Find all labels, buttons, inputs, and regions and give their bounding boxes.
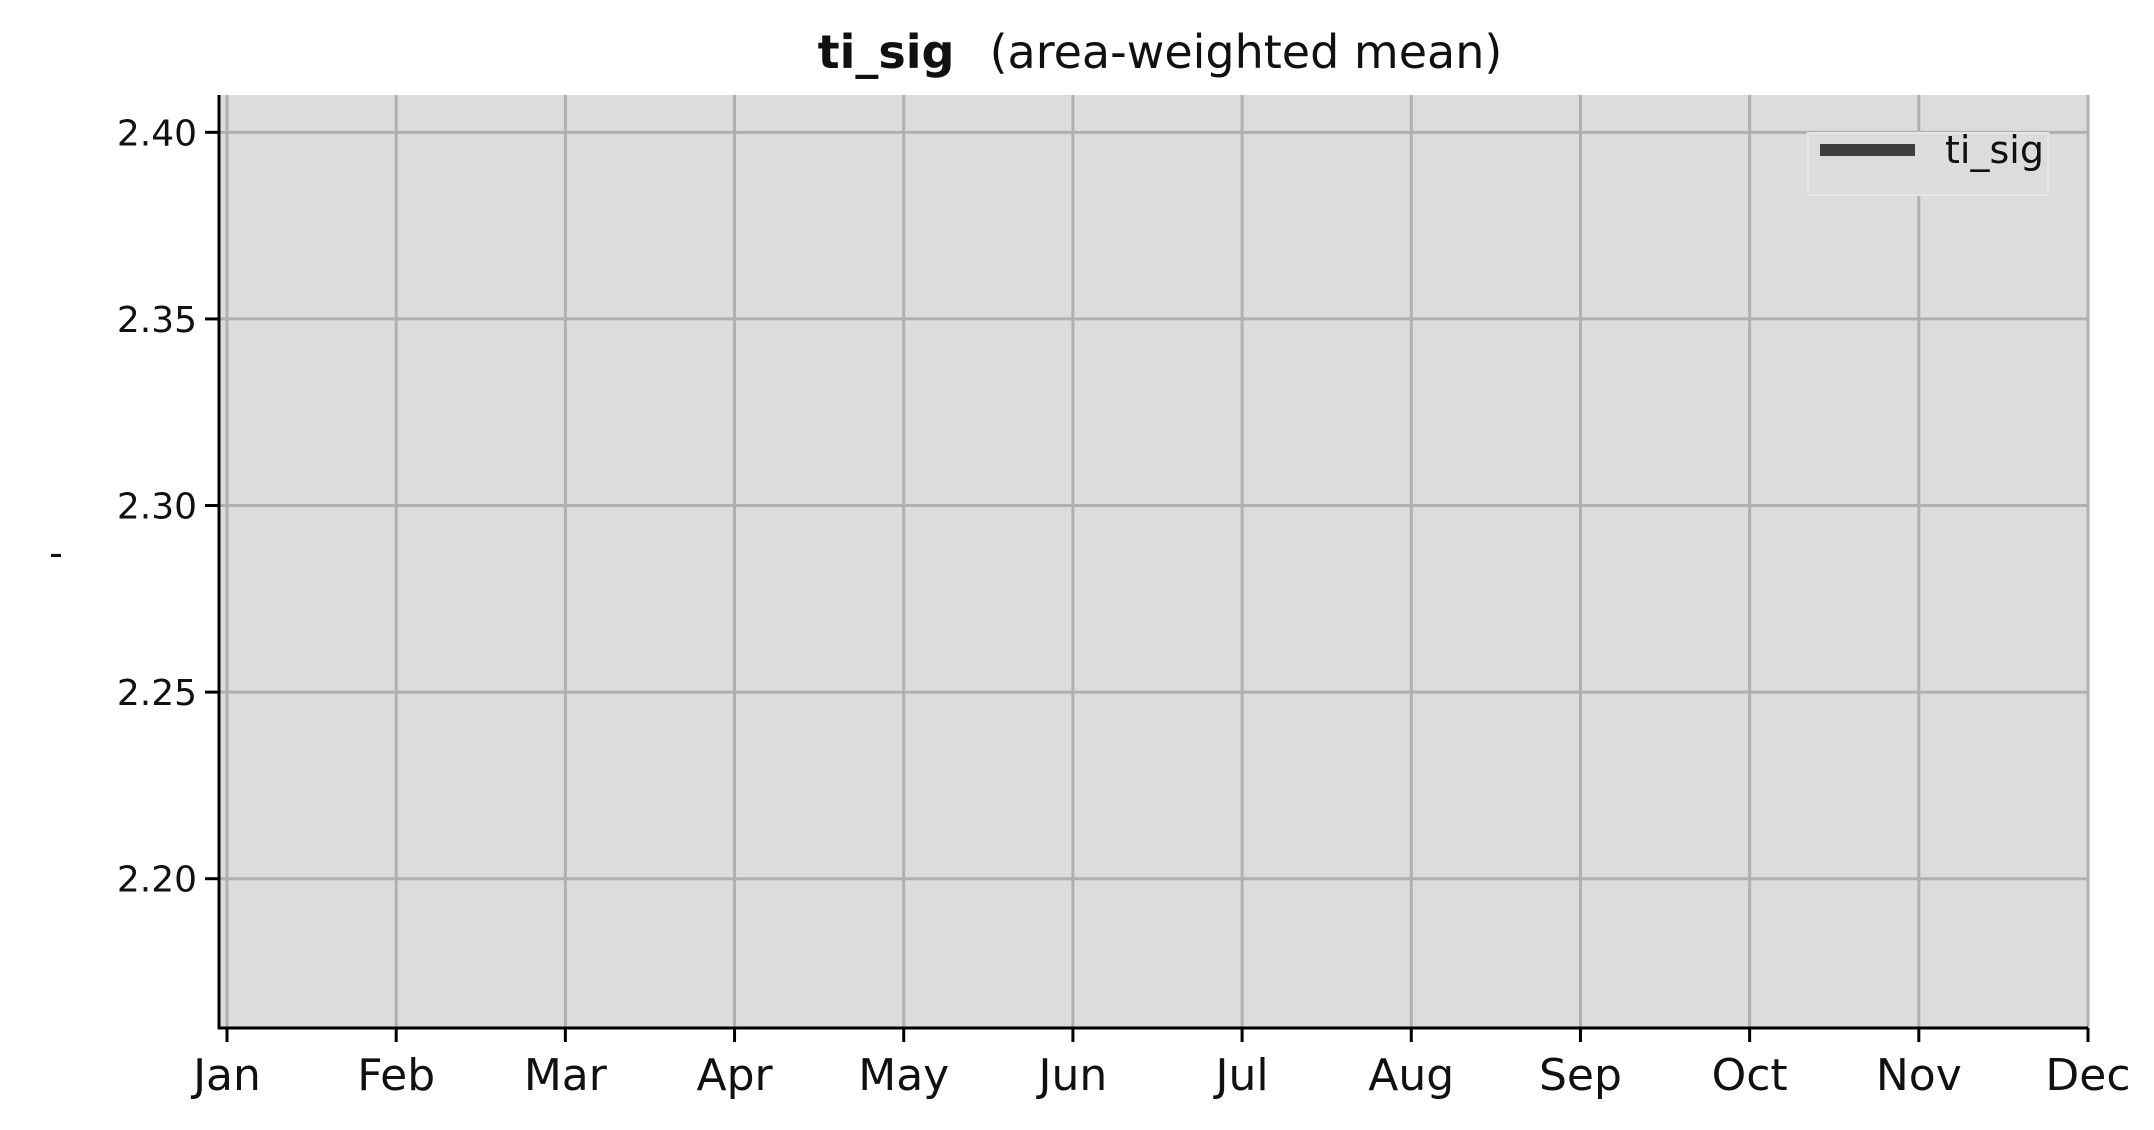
x-tick-label: Sep (1539, 1050, 1622, 1101)
x-tick-label: Jun (1036, 1050, 1108, 1101)
y-axis-label: - (49, 531, 63, 575)
plot-background (219, 95, 2088, 1028)
x-tick-label: Nov (1876, 1050, 1962, 1101)
x-tick-label: Jan (190, 1050, 261, 1101)
y-tick-label: 2.25 (117, 673, 197, 714)
y-tick-label: 2.30 (117, 487, 197, 528)
x-tick-label: Feb (357, 1050, 435, 1101)
x-tick-label: May (858, 1050, 949, 1101)
y-tick-label: 2.20 (117, 860, 197, 901)
x-tick-label: Oct (1712, 1050, 1788, 1101)
grid (219, 95, 2090, 1028)
chart-title-subtitle: (area-weighted mean) (990, 25, 1503, 79)
x-tick-label: Aug (1368, 1050, 1454, 1101)
axes (217, 95, 2088, 1030)
x-tick-label: Dec (2045, 1050, 2130, 1101)
legend-box (1807, 132, 2049, 196)
legend-label: ti_sig (1945, 128, 2044, 172)
ticks: 2.20 2.25 2.30 2.35 2.40 Jan Feb Mar Apr May Jun Ju… (117, 113, 2131, 1101)
y-tick-label: 2.35 (117, 300, 197, 341)
x-tick-label: Mar (524, 1050, 608, 1101)
y-tick-label: 2.40 (117, 113, 197, 154)
chart-title-main: ti_sig (818, 25, 955, 79)
chart-title: ti_sig (area-weighted mean) (818, 25, 1503, 79)
x-tick-label: Jul (1213, 1050, 1269, 1101)
x-tick-label: Apr (696, 1050, 773, 1101)
legend: ti_sig (1807, 128, 2049, 196)
